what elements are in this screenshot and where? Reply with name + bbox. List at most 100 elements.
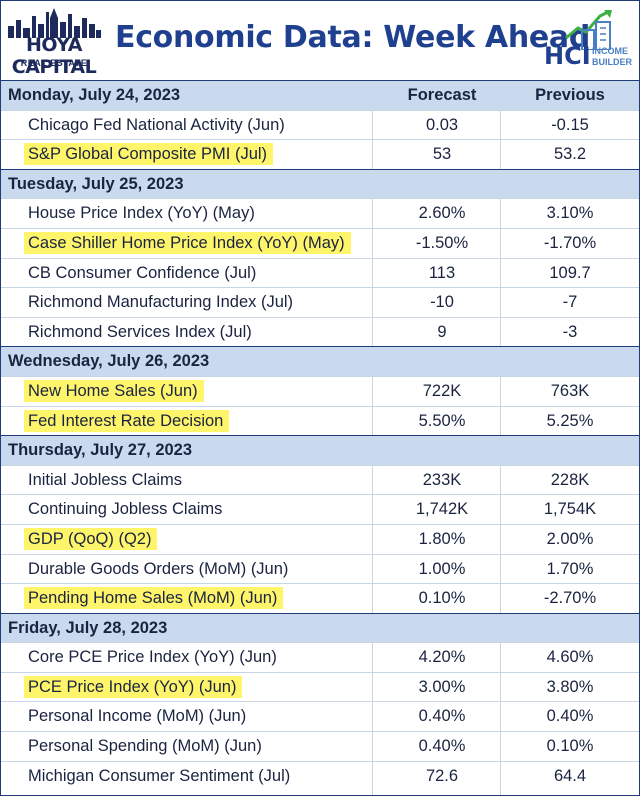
day-label: Friday, July 28, 2023 (8, 618, 168, 637)
indicator-name: House Price Index (YoY) (May) (28, 199, 255, 228)
forecast-value: 72.6 (425, 766, 459, 785)
forecast-value: 4.20% (418, 648, 466, 667)
forecast-value: 9 (437, 322, 447, 341)
indicator-text: Richmond Services Index (Jul) (28, 322, 252, 341)
day-header-row: Tuesday, July 25, 2023 (0, 168, 640, 199)
table-row: Fed Interest Rate Decision 5.50% 5.25% (0, 405, 640, 436)
forecast-value: 3.00% (418, 677, 466, 696)
indicator-name: Personal Spending (MoM) (Jun) (28, 732, 262, 761)
table-row: Personal Spending (MoM) (Jun) 0.40% 0.10% (0, 731, 640, 761)
indicator-name: Initial Jobless Claims (28, 466, 182, 495)
highlighted-indicator: Pending Home Sales (MoM) (Jun) (24, 587, 284, 610)
previous-value: -2.70% (543, 589, 597, 608)
highlighted-indicator: S&P Global Composite PMI (Jul) (24, 143, 274, 166)
indicator-name: Continuing Jobless Claims (28, 495, 222, 524)
previous-value: 3.80% (546, 677, 594, 696)
indicator-name: Michigan Consumer Sentiment (Jul) (28, 762, 290, 791)
table-row: PCE Price Index (YoY) (Jun) 3.00% 3.80% (0, 671, 640, 702)
hoya-capital-logo: HOYA CAPITAL REAL ESTATE (6, 6, 102, 78)
day-header-row: Monday, July 24, 2023 Forecast Previous (0, 80, 640, 110)
page-header: HOYA CAPITAL REAL ESTATE Economic Data: … (0, 0, 640, 80)
day-label: Monday, July 24, 2023 (8, 86, 181, 104)
hci-mark: HCI (544, 42, 591, 70)
indicator-name: PCE Price Index (YoY) (Jun) (24, 673, 243, 702)
indicator-name: S&P Global Composite PMI (Jul) (24, 140, 274, 169)
indicator-name: Chicago Fed National Activity (Jun) (28, 111, 285, 140)
previous-value: -7 (562, 293, 578, 312)
indicator-name: New Home Sales (Jun) (24, 377, 204, 406)
table-row: S&P Global Composite PMI (Jul) 53 53.2 (0, 139, 640, 169)
indicator-name: Richmond Manufacturing Index (Jul) (28, 288, 293, 317)
highlighted-indicator: PCE Price Index (YoY) (Jun) (24, 675, 243, 698)
indicator-name: Personal Income (MoM) (Jun) (28, 702, 246, 731)
indicator-text: CB Consumer Confidence (Jul) (28, 263, 257, 282)
indicator-text: Richmond Manufacturing Index (Jul) (28, 293, 294, 312)
highlighted-indicator: GDP (QoQ) (Q2) (24, 527, 158, 550)
previous-value: 1.70% (546, 559, 594, 578)
table-row: Initial Jobless Claims 233K 228K (0, 464, 640, 495)
previous-value: 4.60% (546, 648, 594, 667)
forecast-value: 0.03 (425, 115, 459, 134)
forecast-value: -1.50% (415, 233, 469, 252)
indicator-text: Durable Goods Orders (MoM) (Jun) (28, 559, 289, 578)
income-builder-text: INCOME BUILDER (592, 46, 632, 68)
forecast-value: -10 (430, 293, 454, 312)
day-label: Thursday, July 27, 2023 (8, 441, 193, 460)
indicator-name: GDP (QoQ) (Q2) (24, 525, 158, 554)
previous-value: 0.40% (546, 707, 594, 726)
day-header-row: Thursday, July 27, 2023 (0, 435, 640, 465)
highlighted-indicator: Case Shiller Home Price Index (YoY) (May… (24, 231, 351, 254)
previous-value: 228K (550, 470, 590, 489)
economic-data-table: Monday, July 24, 2023 Forecast Previous Chi… (0, 80, 640, 790)
indicator-text: Core PCE Price Index (YoY) (Jun) (28, 648, 277, 667)
day-label: Tuesday, July 25, 2023 (8, 174, 184, 193)
income-builder-logo: HCI INCOME BUILDER (540, 6, 636, 78)
previous-value: 1,754K (543, 500, 597, 519)
forecast-value: 2.60% (418, 204, 466, 223)
previous-value: 64.4 (553, 766, 587, 785)
table-row: GDP (QoQ) (Q2) 1.80% 2.00% (0, 523, 640, 554)
page-title: Economic Data: Week Ahead (115, 20, 591, 55)
day-header-row: Friday, July 28, 2023 (0, 612, 640, 643)
indicator-name: Durable Goods Orders (MoM) (Jun) (28, 555, 288, 584)
forecast-column-header: Forecast (407, 86, 477, 104)
indicator-name: Core PCE Price Index (YoY) (Jun) (28, 643, 277, 672)
previous-value: -1.70% (543, 233, 597, 252)
indicator-name: Pending Home Sales (MoM) (Jun) (24, 584, 284, 613)
forecast-value: 113 (428, 263, 456, 282)
indicator-text: Personal Spending (MoM) (Jun) (28, 737, 262, 756)
indicator-name: CB Consumer Confidence (Jul) (28, 259, 256, 288)
highlighted-indicator: New Home Sales (Jun) (24, 379, 204, 402)
forecast-value: 0.40% (418, 707, 466, 726)
previous-column-header: Previous (535, 86, 605, 104)
skyline-icon (8, 8, 101, 38)
table-row: Core PCE Price Index (YoY) (Jun) 4.20% 4.6… (0, 642, 640, 672)
previous-value: 109.7 (549, 263, 591, 282)
income-word: INCOME (592, 46, 628, 56)
indicator-text: Chicago Fed National Activity (Jun) (28, 115, 285, 134)
indicator-text: Michigan Consumer Sentiment (Jul) (28, 766, 291, 785)
builder-word: BUILDER (592, 57, 632, 67)
table-row: Pending Home Sales (MoM) (Jun) 0.10% -2.70… (0, 583, 640, 613)
previous-value: 53.2 (553, 145, 587, 164)
previous-value: -0.15 (551, 115, 589, 134)
forecast-value: 0.10% (418, 589, 466, 608)
table-row: Michigan Consumer Sentiment (Jul) 72.6 64.… (0, 760, 640, 791)
forecast-value: 1.80% (418, 529, 466, 548)
forecast-value: 233K (422, 470, 462, 489)
previous-value: 2.00% (546, 529, 594, 548)
table-row: Richmond Services Index (Jul) 9 -3 (0, 316, 640, 347)
table-row: House Price Index (YoY) (May) 2.60% 3.10% (0, 198, 640, 228)
forecast-value: 0.40% (418, 737, 466, 756)
previous-value: -3 (562, 322, 578, 341)
table-row: Chicago Fed National Activity (Jun) 0.03 -… (0, 109, 640, 140)
forecast-value: 1,742K (415, 500, 469, 519)
forecast-value: 53 (432, 145, 452, 164)
table-row: Case Shiller Home Price Index (YoY) (May… (0, 227, 640, 258)
forecast-value: 1.00% (418, 559, 466, 578)
previous-value: 0.10% (546, 737, 594, 756)
brand-subtitle: REAL ESTATE (20, 58, 88, 68)
previous-value: 3.10% (546, 204, 594, 223)
table-row: New Home Sales (Jun) 722K 763K (0, 375, 640, 406)
